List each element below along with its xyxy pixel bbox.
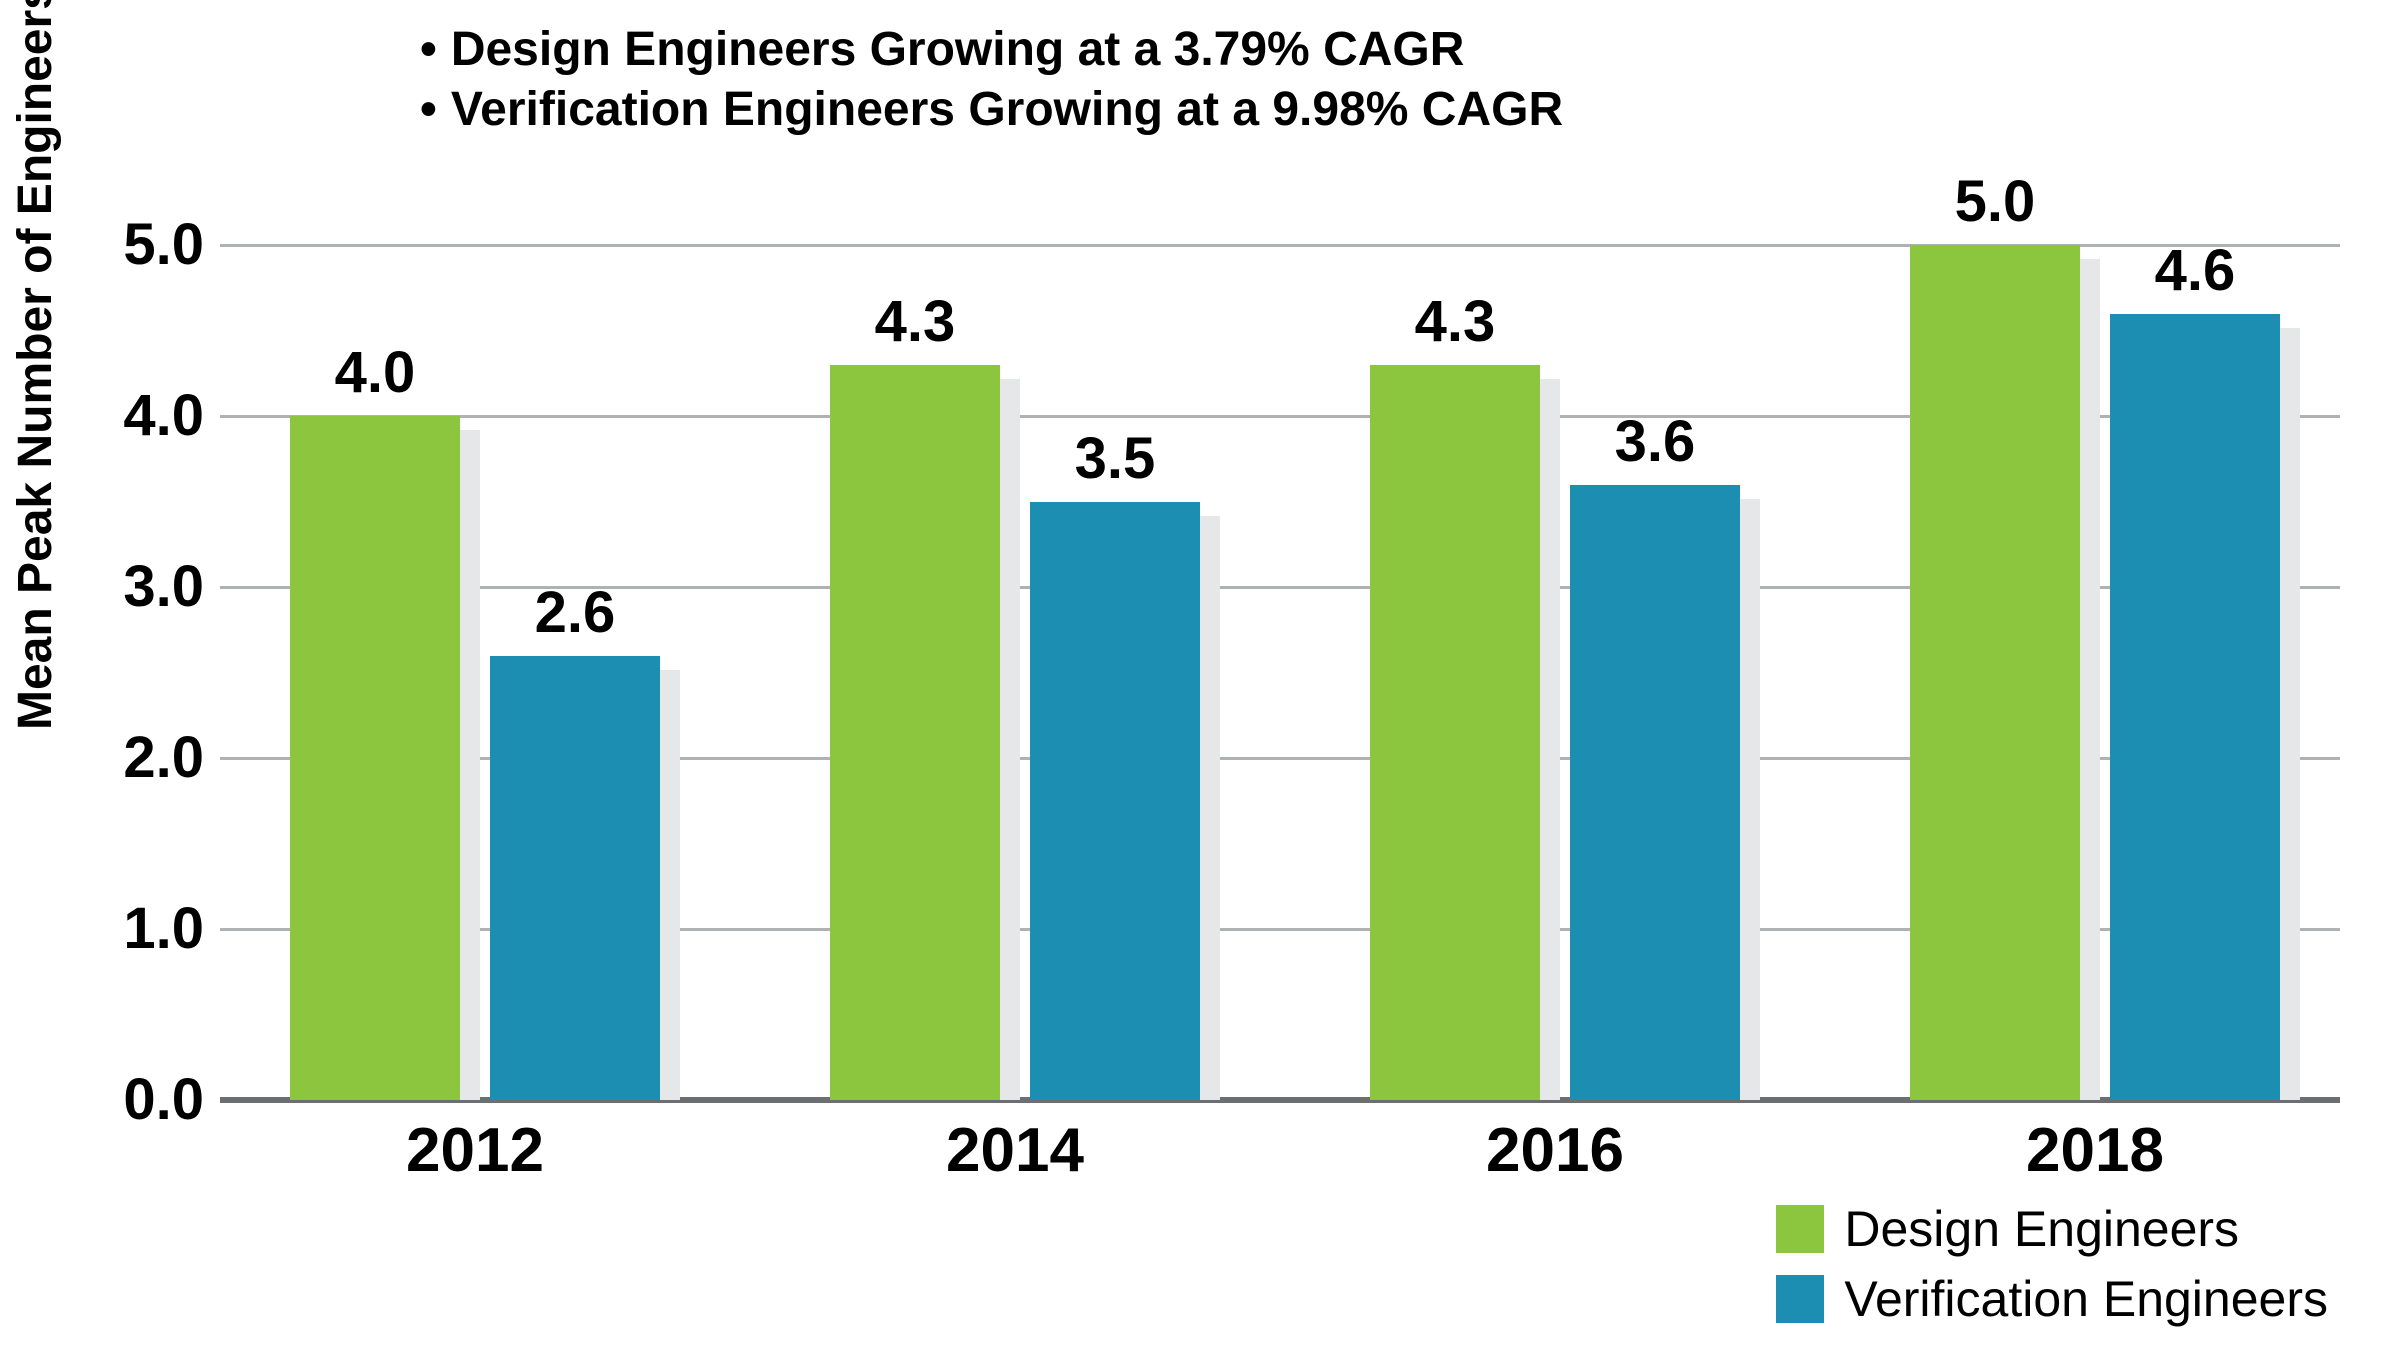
bar-design-engineers-2014 [830,365,1000,1100]
bars-layer: 4.02.64.33.54.33.65.04.6 [220,160,2340,1100]
y-tick-label: 3.0 [94,553,204,620]
legend-swatch-design [1776,1205,1824,1253]
bar-fill [1030,502,1200,1100]
value-label: 4.3 [815,288,1015,355]
legend: Design Engineers Verification Engineers [1776,1200,2328,1340]
subtitle-line-1: Design Engineers Growing at a 3.79% CAGR [420,20,1563,80]
bar-verification-engineers-2018 [2110,314,2280,1100]
value-label: 4.6 [2095,237,2295,304]
bar-verification-engineers-2012 [490,656,660,1100]
subtitle-line-2: Verification Engineers Growing at a 9.98… [420,80,1563,140]
y-tick-label: 1.0 [94,895,204,962]
legend-swatch-verification [1776,1275,1824,1323]
bar-design-engineers-2012 [290,416,460,1100]
legend-label-verification: Verification Engineers [1844,1270,2328,1328]
x-tick-label: 2012 [275,1115,675,1186]
bar-fill [1910,245,2080,1100]
bar-fill [290,416,460,1100]
chart-subtitle: Design Engineers Growing at a 3.79% CAGR… [420,20,1563,140]
x-tick-label: 2016 [1355,1115,1755,1186]
value-label: 3.5 [1015,425,1215,492]
bar-fill [490,656,660,1100]
y-tick-label: 5.0 [94,211,204,278]
y-axis-label: Mean Peak Number of Engineers on Project [8,0,63,730]
legend-label-design: Design Engineers [1844,1200,2239,1258]
x-tick-label: 2018 [1895,1115,2295,1186]
plot-area: 4.02.64.33.54.33.65.04.6 [220,160,2340,1100]
y-tick-label: 2.0 [94,724,204,791]
value-label: 5.0 [1895,168,2095,235]
bar-fill [1570,485,1740,1100]
value-label: 4.0 [275,339,475,406]
bar-verification-engineers-2014 [1030,502,1200,1100]
y-tick-label: 0.0 [94,1066,204,1133]
bar-design-engineers-2018 [1910,245,2080,1100]
bar-fill [1370,365,1540,1100]
value-label: 3.6 [1555,408,1755,475]
legend-item-verification: Verification Engineers [1776,1270,2328,1328]
y-tick-label: 4.0 [94,382,204,449]
bar-fill [2110,314,2280,1100]
bar-design-engineers-2016 [1370,365,1540,1100]
value-label: 4.3 [1355,288,1555,355]
engineers-growth-chart: Design Engineers Growing at a 3.79% CAGR… [0,0,2398,1372]
value-label: 2.6 [475,579,675,646]
legend-item-design: Design Engineers [1776,1200,2328,1258]
bar-fill [830,365,1000,1100]
x-tick-label: 2014 [815,1115,1215,1186]
bar-verification-engineers-2016 [1570,485,1740,1100]
